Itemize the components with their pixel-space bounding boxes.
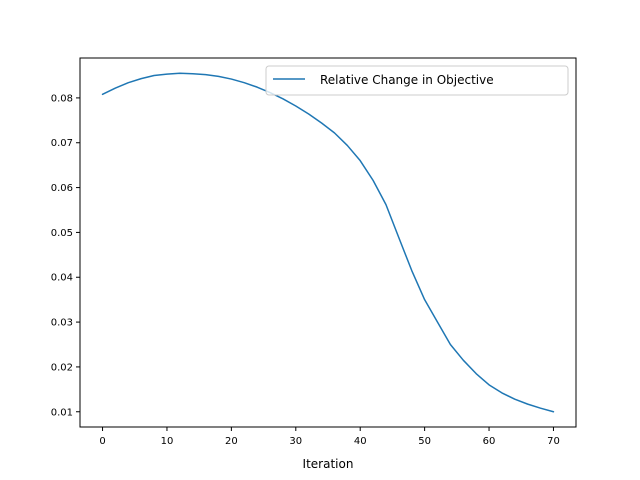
y-tick-label: 0.05 <box>51 228 73 239</box>
series-layer <box>101 72 555 413</box>
x-tick-label: 20 <box>225 436 238 447</box>
x-axis-label: Iteration <box>303 457 354 471</box>
x-tick-label: 30 <box>289 436 302 447</box>
y-tick-label: 0.01 <box>51 407 73 418</box>
x-tick-label: 60 <box>483 436 496 447</box>
x-tick-label: 10 <box>161 436 174 447</box>
legend: Relative Change in Objective <box>265 65 569 96</box>
plot-area <box>80 58 576 427</box>
y-tick-label: 0.08 <box>51 93 73 104</box>
y-tick-label: 0.02 <box>51 362 73 373</box>
ticks-layer: 0 10 20 30 40 50 60 70 0.01 0.02 0.03 0.04 0.05 0.06 0… <box>51 93 560 447</box>
y-tick-label: 0.06 <box>51 183 73 194</box>
y-tick-label: 0.04 <box>51 273 73 284</box>
x-tick-label: 40 <box>354 436 367 447</box>
legend-label: Relative Change in Objective <box>320 73 494 87</box>
series-line <box>101 72 555 413</box>
y-tick-label: 0.03 <box>51 318 73 329</box>
plot-frame <box>79 57 577 428</box>
y-tick-label: 0.07 <box>51 138 73 149</box>
x-tick-label: 70 <box>547 436 560 447</box>
legend-box <box>265 65 569 96</box>
x-tick-label: 50 <box>418 436 431 447</box>
x-tick-label: 0 <box>99 436 105 447</box>
